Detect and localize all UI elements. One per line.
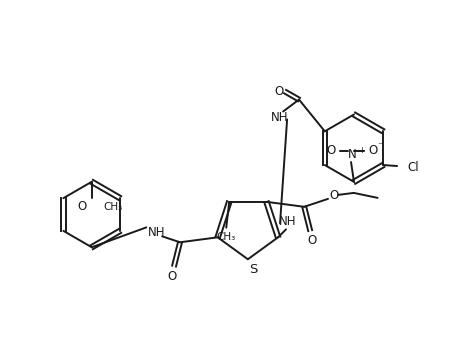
Text: O: O [167,269,177,283]
Text: Cl: Cl [407,161,418,173]
Text: O: O [77,200,87,213]
Text: ⁻: ⁻ [377,141,383,151]
Text: NH: NH [147,226,165,239]
Text: +: + [358,146,365,155]
Text: O: O [327,144,336,156]
Text: NH: NH [270,111,288,124]
Text: O: O [329,189,339,202]
Text: CH₃: CH₃ [103,201,123,212]
Text: S: S [249,263,257,276]
Text: O: O [368,144,377,156]
Text: CH₃: CH₃ [217,232,236,242]
Text: NH: NH [279,215,297,228]
Text: N: N [348,148,356,161]
Text: O: O [308,234,317,247]
Text: O: O [274,85,284,98]
